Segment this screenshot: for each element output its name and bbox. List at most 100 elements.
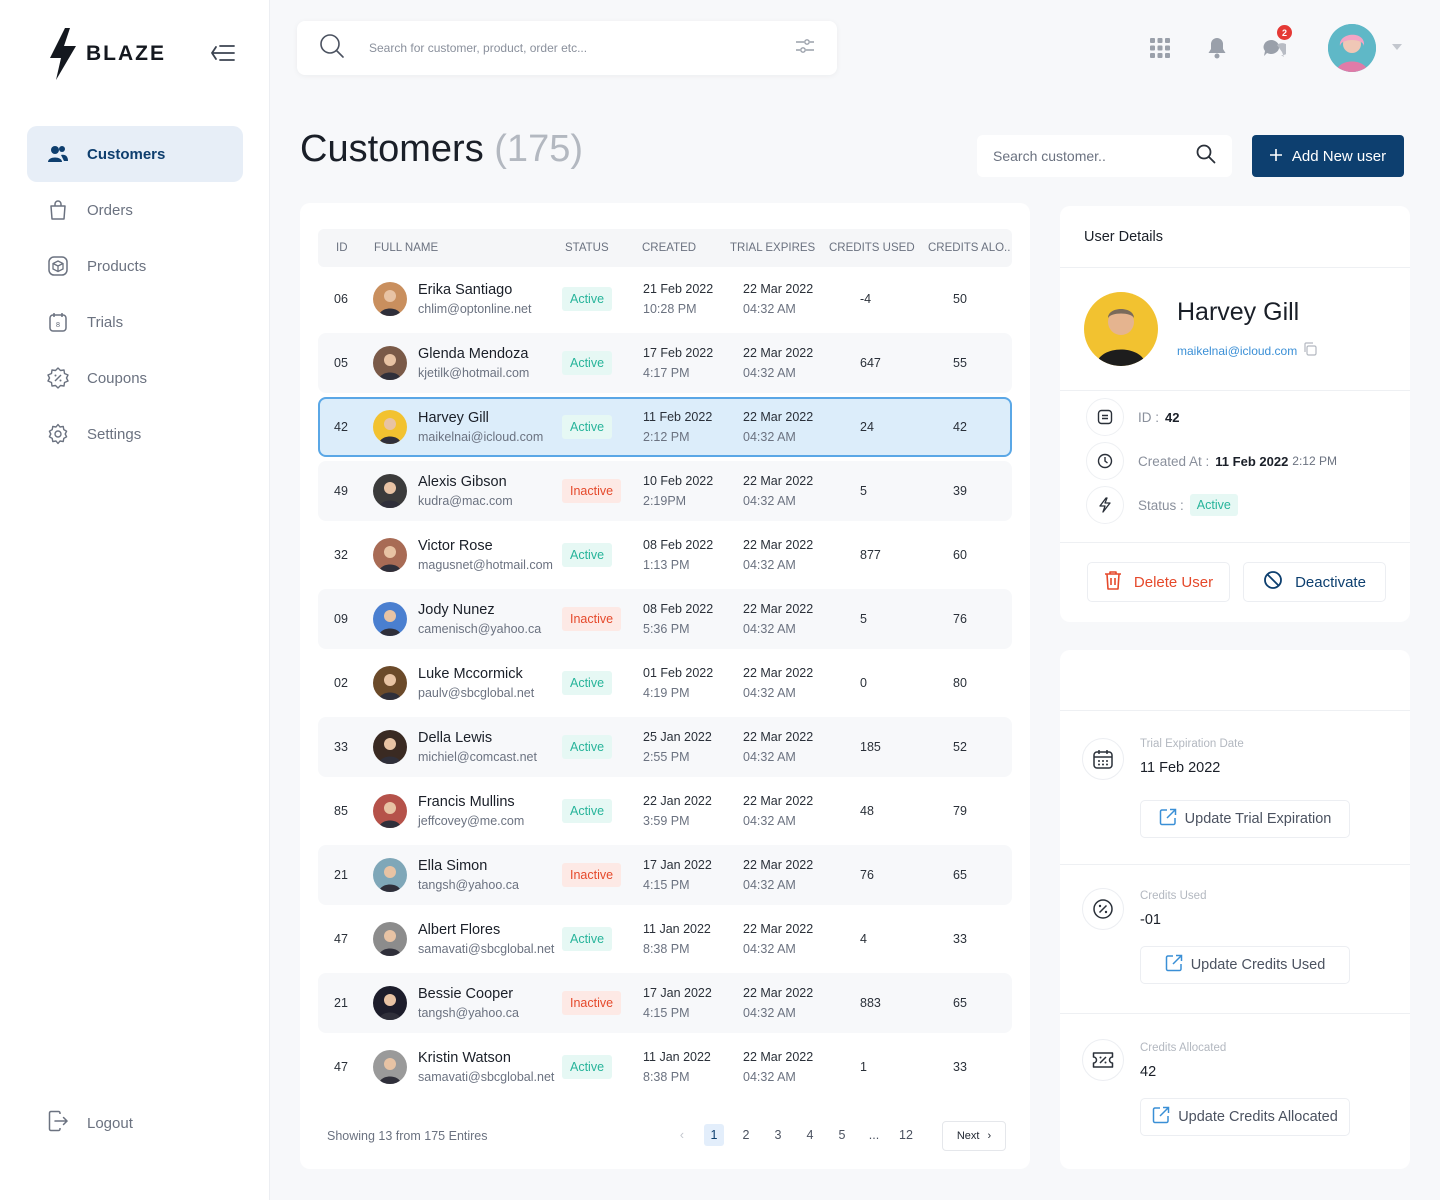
cell-credits-allocated: 33: [953, 1060, 967, 1074]
profile-menu-chevron-down-icon[interactable]: [1392, 44, 1402, 50]
update-trial-expiration-button[interactable]: Update Trial Expiration: [1140, 800, 1350, 838]
cell-full-name: Albert Flores: [418, 922, 501, 938]
global-search[interactable]: [297, 21, 837, 75]
logout-label: Logout: [87, 1114, 133, 1132]
column-header-id[interactable]: ID: [336, 242, 348, 254]
sidebar-item-products[interactable]: Products: [27, 238, 243, 294]
avatar: [373, 410, 407, 444]
collapse-sidebar-icon[interactable]: [210, 42, 236, 64]
sidebar-item-settings[interactable]: Settings: [27, 406, 243, 462]
table-row[interactable]: 85 Francis Mullins jeffcovey@me.com Active 2…: [318, 781, 1012, 841]
calendar-icon: [1082, 738, 1124, 780]
update-credits-used-button[interactable]: Update Credits Used: [1140, 946, 1350, 984]
add-new-user-button[interactable]: Add New user: [1252, 135, 1404, 177]
cell-id: 06: [334, 292, 348, 306]
search-icon[interactable]: [1196, 144, 1216, 169]
credits-allocated-label: Credits Allocated: [1140, 1042, 1227, 1054]
cell-trial-expires-time: 04:32 AM: [743, 1070, 796, 1084]
deactivate-button[interactable]: Deactivate: [1243, 562, 1386, 602]
global-search-input[interactable]: [369, 41, 795, 55]
cell-created-time: 4:15 PM: [643, 878, 690, 892]
customer-search-input[interactable]: [993, 148, 1196, 164]
status-badge: Inactive: [562, 479, 622, 503]
column-header-credits-used[interactable]: CREDITS USED: [829, 242, 915, 254]
cell-credits-allocated: 50: [953, 292, 967, 306]
sidebar-item-coupons[interactable]: Coupons: [27, 350, 243, 406]
cell-credits-used: 647: [860, 356, 881, 370]
update-credits-allocated-button[interactable]: Update Credits Allocated: [1140, 1098, 1350, 1136]
table-row[interactable]: 49 Alexis Gibson kudra@mac.com Inactive 10 F…: [318, 461, 1012, 521]
divider: [1060, 710, 1410, 711]
status-badge: Active: [562, 927, 613, 951]
column-header-credits-allocated[interactable]: CREDITS ALO..: [928, 242, 1011, 254]
page-button[interactable]: 3: [774, 1128, 782, 1142]
table-row[interactable]: 09 Jody Nunez camenisch@yahoo.ca Inactive 08…: [318, 589, 1012, 649]
status-badge: Active: [562, 735, 613, 759]
delete-user-button[interactable]: Delete User: [1087, 562, 1230, 602]
bell-icon[interactable]: [1197, 28, 1237, 68]
table-row[interactable]: 42 Harvey Gill maikelnai@icloud.com Active 1…: [318, 397, 1012, 457]
user-details-title: User Details: [1060, 206, 1410, 268]
table-row[interactable]: 06 Erika Santiago chlim@optonline.net Activ…: [318, 269, 1012, 329]
brand-logo[interactable]: BLAZE: [48, 28, 166, 80]
filter-icon[interactable]: [795, 37, 815, 60]
cell-credits-allocated: 52: [953, 740, 967, 754]
prev-page-chevron-left-icon[interactable]: ‹: [679, 1128, 685, 1142]
cell-trial-expires-date: 22 Mar 2022: [743, 602, 814, 616]
sidebar-item-customers[interactable]: Customers: [27, 126, 243, 182]
search-icon: [319, 33, 345, 64]
customer-search[interactable]: [977, 135, 1232, 177]
cell-created-date: 08 Feb 2022: [643, 602, 714, 616]
cell-full-name: Della Lewis: [418, 730, 493, 746]
table-body: 06 Erika Santiago chlim@optonline.net Activ…: [318, 269, 1012, 1101]
next-page-button[interactable]: Next ›: [942, 1121, 1006, 1151]
cell-email: camenisch@yahoo.ca: [418, 622, 542, 636]
plus-icon: [1269, 148, 1282, 165]
page-button[interactable]: 1: [704, 1124, 724, 1146]
cell-created-date: 01 Feb 2022: [643, 666, 714, 680]
table-row[interactable]: 02 Luke Mccormick paulv@sbcglobal.net Activ…: [318, 653, 1012, 713]
sidebar-item-trials[interactable]: 8 Trials: [27, 294, 243, 350]
column-header-created[interactable]: CREATED: [642, 242, 697, 254]
sidebar-item-orders[interactable]: Orders: [27, 182, 243, 238]
notification-badge: 2: [1277, 25, 1292, 40]
cell-trial-expires-date: 22 Mar 2022: [743, 858, 814, 872]
table-row[interactable]: 33 Della Lewis michiel@comcast.net Active 25…: [318, 717, 1012, 777]
status-badge: Active: [562, 415, 613, 439]
column-header-full-name[interactable]: FULL NAME: [374, 242, 439, 254]
id-card-icon: [1086, 398, 1124, 436]
profile-avatar[interactable]: [1328, 24, 1376, 72]
page-button[interactable]: 2: [742, 1128, 750, 1142]
cell-credits-allocated: 55: [953, 356, 967, 370]
cell-trial-expires-time: 04:32 AM: [743, 430, 796, 444]
column-header-trial-expires[interactable]: TRIAL EXPIRES: [730, 242, 816, 254]
table-row[interactable]: 21 Bessie Cooper tangsh@yahoo.ca Inactive 17…: [318, 973, 1012, 1033]
user-email: maikelnai@icloud.com: [1177, 342, 1317, 359]
page-button[interactable]: 12: [899, 1128, 913, 1142]
logout-button[interactable]: Logout: [47, 1110, 133, 1136]
table-row[interactable]: 47 Albert Flores samavati@sbcglobal.net Act…: [318, 909, 1012, 969]
detail-id-value: 42: [1165, 409, 1180, 425]
cell-trial-expires-date: 22 Mar 2022: [743, 538, 814, 552]
cell-created-date: 11 Jan 2022: [643, 922, 711, 936]
avatar: [373, 666, 407, 700]
cell-trial-expires-date: 22 Mar 2022: [743, 730, 814, 744]
column-header-status[interactable]: STATUS: [565, 242, 609, 254]
copy-icon[interactable]: [1303, 342, 1317, 359]
cell-trial-expires-date: 22 Mar 2022: [743, 282, 814, 296]
customer-count: (175): [494, 128, 583, 170]
chat-icon[interactable]: 2: [1254, 25, 1294, 68]
table-row[interactable]: 05 Glenda Mendoza kjetilk@hotmail.com Activ…: [318, 333, 1012, 393]
cell-created-time: 4:17 PM: [643, 366, 690, 380]
table-row[interactable]: 21 Ella Simon tangsh@yahoo.ca Inactive 17 Ja…: [318, 845, 1012, 905]
table-row[interactable]: 32 Victor Rose magusnet@hotmail.com Active 0…: [318, 525, 1012, 585]
page-button[interactable]: 5: [838, 1128, 846, 1142]
cell-id: 21: [334, 868, 348, 882]
cell-credits-allocated: 60: [953, 548, 967, 562]
cell-trial-expires-time: 04:32 AM: [743, 366, 796, 380]
table-row[interactable]: 47 Kristin Watson samavati@sbcglobal.net Ac…: [318, 1037, 1012, 1097]
page-button[interactable]: 4: [806, 1128, 814, 1142]
user-email-text[interactable]: maikelnai@icloud.com: [1177, 343, 1298, 358]
cell-id: 05: [334, 356, 348, 370]
apps-grid-icon[interactable]: [1140, 28, 1180, 68]
